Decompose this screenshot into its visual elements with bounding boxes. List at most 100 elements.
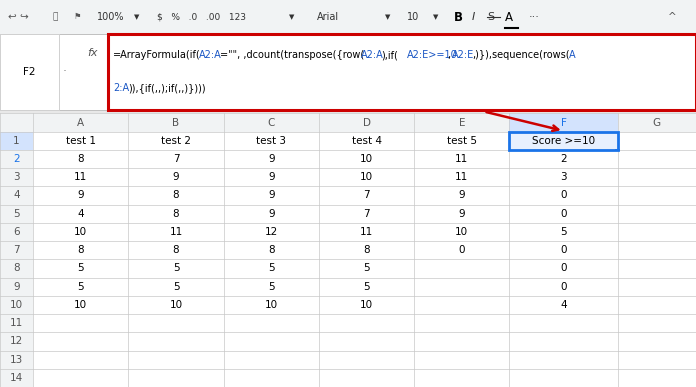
- Text: =ArrayFormula(if(: =ArrayFormula(if(: [113, 50, 201, 60]
- Text: 11: 11: [10, 318, 23, 328]
- Text: 9: 9: [13, 282, 20, 292]
- Text: ▼: ▼: [134, 14, 139, 20]
- Text: 5: 5: [13, 209, 20, 219]
- Text: 3: 3: [560, 172, 567, 182]
- Text: Score >=10: Score >=10: [532, 136, 595, 146]
- Text: 11: 11: [360, 227, 373, 237]
- Bar: [0, 132, 33, 150]
- Text: ·: ·: [63, 65, 67, 78]
- Text: 8: 8: [268, 245, 275, 255]
- Text: F2: F2: [24, 67, 35, 77]
- Text: S: S: [487, 12, 494, 22]
- Text: 2: 2: [13, 154, 20, 164]
- Bar: [0, 0, 696, 34]
- Text: 11: 11: [455, 154, 468, 164]
- Text: 3: 3: [13, 172, 20, 182]
- Text: 7: 7: [363, 190, 370, 200]
- Text: 8: 8: [77, 245, 84, 255]
- Text: A2:E: A2:E: [452, 50, 475, 60]
- Text: 0: 0: [560, 190, 567, 200]
- Text: 11: 11: [169, 227, 182, 237]
- Text: 0: 0: [459, 245, 465, 255]
- Bar: [0, 113, 696, 132]
- Text: 10: 10: [407, 12, 420, 22]
- Text: 8: 8: [363, 245, 370, 255]
- Text: 14: 14: [10, 373, 23, 383]
- Text: A: A: [569, 50, 575, 60]
- Text: 9: 9: [268, 209, 275, 219]
- Text: test 3: test 3: [256, 136, 286, 146]
- Text: 0: 0: [560, 282, 567, 292]
- Text: C: C: [267, 118, 275, 127]
- Text: ▼: ▼: [289, 14, 294, 20]
- Text: B: B: [454, 10, 463, 24]
- Text: ···: ···: [529, 12, 540, 22]
- Text: ^: ^: [668, 12, 677, 22]
- Text: test 2: test 2: [161, 136, 191, 146]
- Text: 10: 10: [360, 172, 373, 182]
- Text: 11: 11: [455, 172, 468, 182]
- Text: 0: 0: [560, 245, 567, 255]
- Text: 10: 10: [455, 227, 468, 237]
- Text: 100%: 100%: [97, 12, 125, 22]
- Text: 12: 12: [264, 227, 278, 237]
- Bar: [0, 110, 696, 113]
- Text: ,: ,: [447, 50, 450, 60]
- Text: 5: 5: [560, 227, 567, 237]
- Text: 10: 10: [74, 227, 87, 237]
- Text: 13: 13: [10, 354, 23, 365]
- Text: test 4: test 4: [351, 136, 381, 146]
- Text: I: I: [472, 12, 475, 22]
- Text: ,)}),sequence(rows(: ,)}),sequence(rows(: [473, 50, 570, 60]
- Text: )),{if(,,);if(,,)}))): )),{if(,,);if(,,)}))): [129, 83, 206, 93]
- Bar: [108, 34, 696, 110]
- Text: 7: 7: [363, 209, 370, 219]
- Text: 7: 7: [13, 245, 20, 255]
- Text: F: F: [561, 118, 567, 127]
- Text: 5: 5: [77, 282, 84, 292]
- Text: 9: 9: [459, 209, 465, 219]
- Text: ↩ ↪: ↩ ↪: [8, 12, 29, 22]
- Text: 5: 5: [173, 264, 180, 274]
- Text: 8: 8: [173, 209, 180, 219]
- Text: 5: 5: [173, 282, 180, 292]
- Text: ),if(: ),if(: [381, 50, 398, 60]
- Text: 5: 5: [268, 264, 275, 274]
- Text: 1: 1: [13, 136, 20, 146]
- Bar: [509, 132, 618, 150]
- Text: 10: 10: [10, 300, 23, 310]
- Text: 10: 10: [169, 300, 182, 310]
- Text: 9: 9: [268, 172, 275, 182]
- Text: 9: 9: [268, 154, 275, 164]
- Text: D: D: [363, 118, 370, 127]
- Text: 9: 9: [459, 190, 465, 200]
- Text: fx: fx: [87, 48, 97, 58]
- Bar: [0, 34, 696, 110]
- Bar: [615, 149, 620, 151]
- Text: ▼: ▼: [385, 14, 390, 20]
- Text: test 5: test 5: [447, 136, 477, 146]
- Text: ⚑: ⚑: [74, 12, 81, 22]
- Text: 5: 5: [363, 264, 370, 274]
- Text: 8: 8: [173, 245, 180, 255]
- Text: 5: 5: [363, 282, 370, 292]
- Text: 8: 8: [77, 154, 84, 164]
- Text: 12: 12: [10, 336, 23, 346]
- Text: 10: 10: [74, 300, 87, 310]
- Text: A2:E>=10: A2:E>=10: [406, 50, 457, 60]
- Bar: [0, 113, 33, 387]
- Text: 🖨: 🖨: [52, 12, 58, 22]
- Text: A: A: [77, 118, 84, 127]
- Text: 4: 4: [560, 300, 567, 310]
- Text: ="", ,dcount(transpose({row(: ="", ,dcount(transpose({row(: [220, 50, 364, 60]
- Text: 4: 4: [77, 209, 84, 219]
- Text: A: A: [505, 10, 513, 24]
- Text: 0: 0: [560, 209, 567, 219]
- Text: 11: 11: [74, 172, 88, 182]
- Text: 4: 4: [13, 190, 20, 200]
- Text: 8: 8: [173, 190, 180, 200]
- Text: 9: 9: [173, 172, 180, 182]
- Text: G: G: [653, 118, 661, 127]
- Text: Arial: Arial: [317, 12, 339, 22]
- Text: 10: 10: [360, 300, 373, 310]
